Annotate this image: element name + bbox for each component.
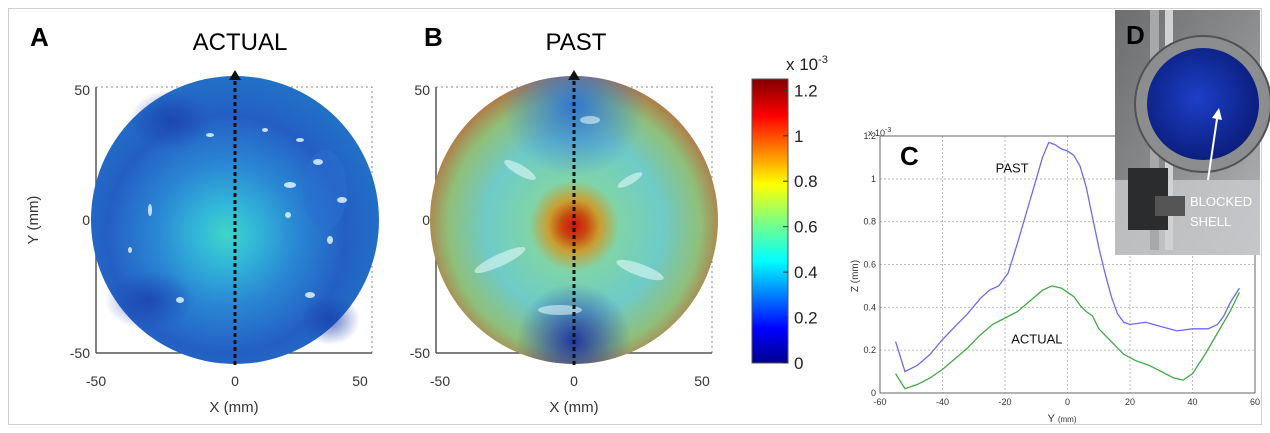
panel-a: A ACTUAL -50 0 50 50 xyxy=(25,22,379,416)
chart-ytick: 0.4 xyxy=(863,302,876,312)
chart-ytick: 0.6 xyxy=(863,260,876,270)
photo-annotation-line2: SHELL xyxy=(1190,214,1231,229)
chart-xlabel: Y (mm) xyxy=(1048,413,1077,425)
colorbar-gradient xyxy=(751,78,789,364)
panel-c-letter: C xyxy=(900,141,919,171)
panel-a-xlabel: X (mm) xyxy=(209,399,258,416)
colorbar-tick-label: 0 xyxy=(794,354,803,373)
colorbar-tick-label: 0.4 xyxy=(794,263,818,282)
panel-a-letter: A xyxy=(30,22,49,52)
panel-b-letter: B xyxy=(424,22,443,52)
chart-ytick: 1.2 xyxy=(863,131,876,141)
chart-xtick: 0 xyxy=(1065,397,1070,407)
chart-ytick: 0.8 xyxy=(863,217,876,227)
chart-xtick: 60 xyxy=(1250,397,1260,407)
panel-b-xtick: -50 xyxy=(430,373,450,389)
panel-a-ytick: 50 xyxy=(74,82,90,98)
panel-b-xtick: 0 xyxy=(570,373,578,389)
chart-y-exponent: x 10-3 xyxy=(868,127,891,138)
panel-b-ytick: 0 xyxy=(422,212,430,228)
colorbar-tick-label: 0.2 xyxy=(794,309,818,328)
chart-xtick: 20 xyxy=(1125,397,1135,407)
panel-a-title: ACTUAL xyxy=(193,29,288,56)
chart-series-line-past xyxy=(894,141,1240,373)
chart-ytick: 1 xyxy=(871,174,876,184)
chart-xtick: -20 xyxy=(998,397,1011,407)
panel-a-xtick: 50 xyxy=(352,373,368,389)
chart-plot-area xyxy=(879,135,1256,394)
colorbar: x 10-3 0 0.2 0.4 0.6 0.8 1 1.2 xyxy=(751,54,828,373)
colorbar-tick-label: 0.8 xyxy=(794,172,818,191)
panel-b-xlabel: X (mm) xyxy=(549,399,598,416)
panel-b-xtick: 50 xyxy=(694,373,710,389)
panel-b-highlights xyxy=(474,116,664,315)
panel-a-arrow xyxy=(229,70,241,80)
colorbar-tick-label: 1.2 xyxy=(794,81,818,100)
panel-a-ytick: 0 xyxy=(82,212,90,228)
panel-d-letter: D xyxy=(1126,20,1145,50)
colorbar-tick-label: 1 xyxy=(794,127,803,146)
panel-b-ticks: -50 0 50 50 0 -50 xyxy=(410,82,710,389)
chart-ytick: 0 xyxy=(871,388,876,398)
figure-frame xyxy=(8,8,1262,425)
chart-xtick: -40 xyxy=(936,397,949,407)
colorbar-tick-label: 0.6 xyxy=(794,218,818,237)
photo-annotation-arrow xyxy=(1207,111,1219,181)
chart-ytick: 0.2 xyxy=(863,345,876,355)
panel-b-title: PAST xyxy=(546,29,607,56)
panel-a-xtick: -50 xyxy=(86,373,106,389)
chart-series-line-actual xyxy=(895,285,1240,390)
chart-series-label: PAST xyxy=(996,160,1029,175)
panel-b-ytick: 50 xyxy=(414,82,430,98)
chart-xtick: 40 xyxy=(1187,397,1197,407)
photo-annotation-line1: BLOCKED xyxy=(1190,194,1252,209)
panel-d-photo: D BLOCKED SHELL xyxy=(1115,10,1270,255)
chart-series-label: ACTUAL xyxy=(1011,332,1062,347)
photo-blocked-disc xyxy=(1147,48,1259,160)
panel-a-ylabel: Y (mm) xyxy=(25,196,42,245)
chart-ylabel: Z (mm) xyxy=(850,260,861,292)
panel-a-highlights xyxy=(128,128,347,303)
panel-b-arrow xyxy=(568,70,580,80)
colorbar-exponent: x 10-3 xyxy=(786,54,828,74)
panel-a-ytick: -50 xyxy=(70,345,90,361)
panel-b: B PAST -50 0 50 50 0 -50 X (mm) xyxy=(410,22,718,416)
panel-b-ytick: -50 xyxy=(410,345,430,361)
panel-a-xtick: 0 xyxy=(231,373,239,389)
panel-a-ticks: -50 0 50 50 0 -50 xyxy=(70,82,368,389)
chart-xtick: -60 xyxy=(873,397,886,407)
